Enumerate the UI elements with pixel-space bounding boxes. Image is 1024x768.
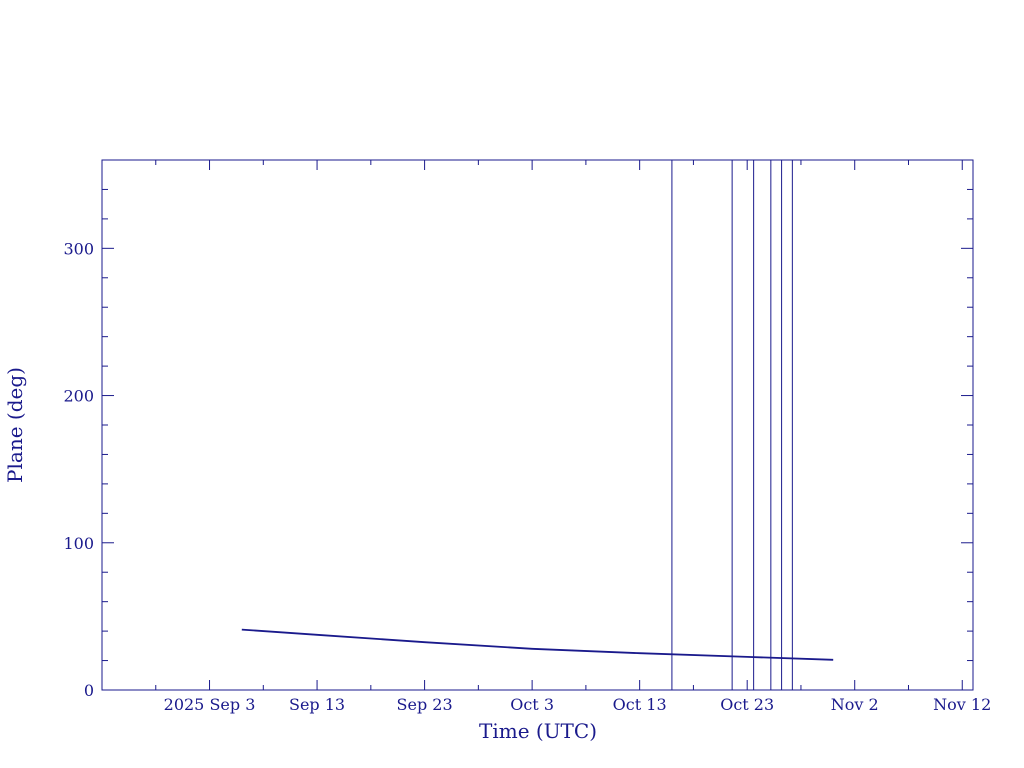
major-ticks: [102, 160, 973, 691]
y-axis-title: Plane (deg): [3, 367, 27, 483]
x-tick-label: Oct 3: [510, 695, 554, 714]
x-tick-label: Sep 13: [289, 695, 345, 714]
x-tick-label: Oct 23: [720, 695, 774, 714]
y-tick-label: 200: [63, 387, 94, 406]
y-tick-labels: 0 100 200 300: [63, 239, 94, 700]
y-tick-label: 300: [63, 239, 94, 258]
series-group: [241, 628, 834, 661]
x-tick-labels: 2025 Sep 3 Sep 13 Sep 23 Oct 3 Oct 13 Oct 23 N…: [164, 695, 992, 714]
y-tick-label: 0: [84, 681, 94, 700]
plot-frame: [101, 159, 974, 691]
event-lines: [671, 160, 793, 690]
x-axis-title: Time (UTC): [479, 719, 597, 743]
x-tick-label: Oct 13: [613, 695, 667, 714]
x-tick-label: Nov 12: [933, 695, 991, 714]
x-tick-label: Nov 2: [831, 695, 879, 714]
series-line: [241, 628, 834, 661]
y-tick-label: 100: [63, 534, 94, 553]
x-tick-label: 2025 Sep 3: [164, 695, 256, 714]
minor-ticks: [102, 160, 973, 690]
x-tick-label: Sep 23: [397, 695, 453, 714]
